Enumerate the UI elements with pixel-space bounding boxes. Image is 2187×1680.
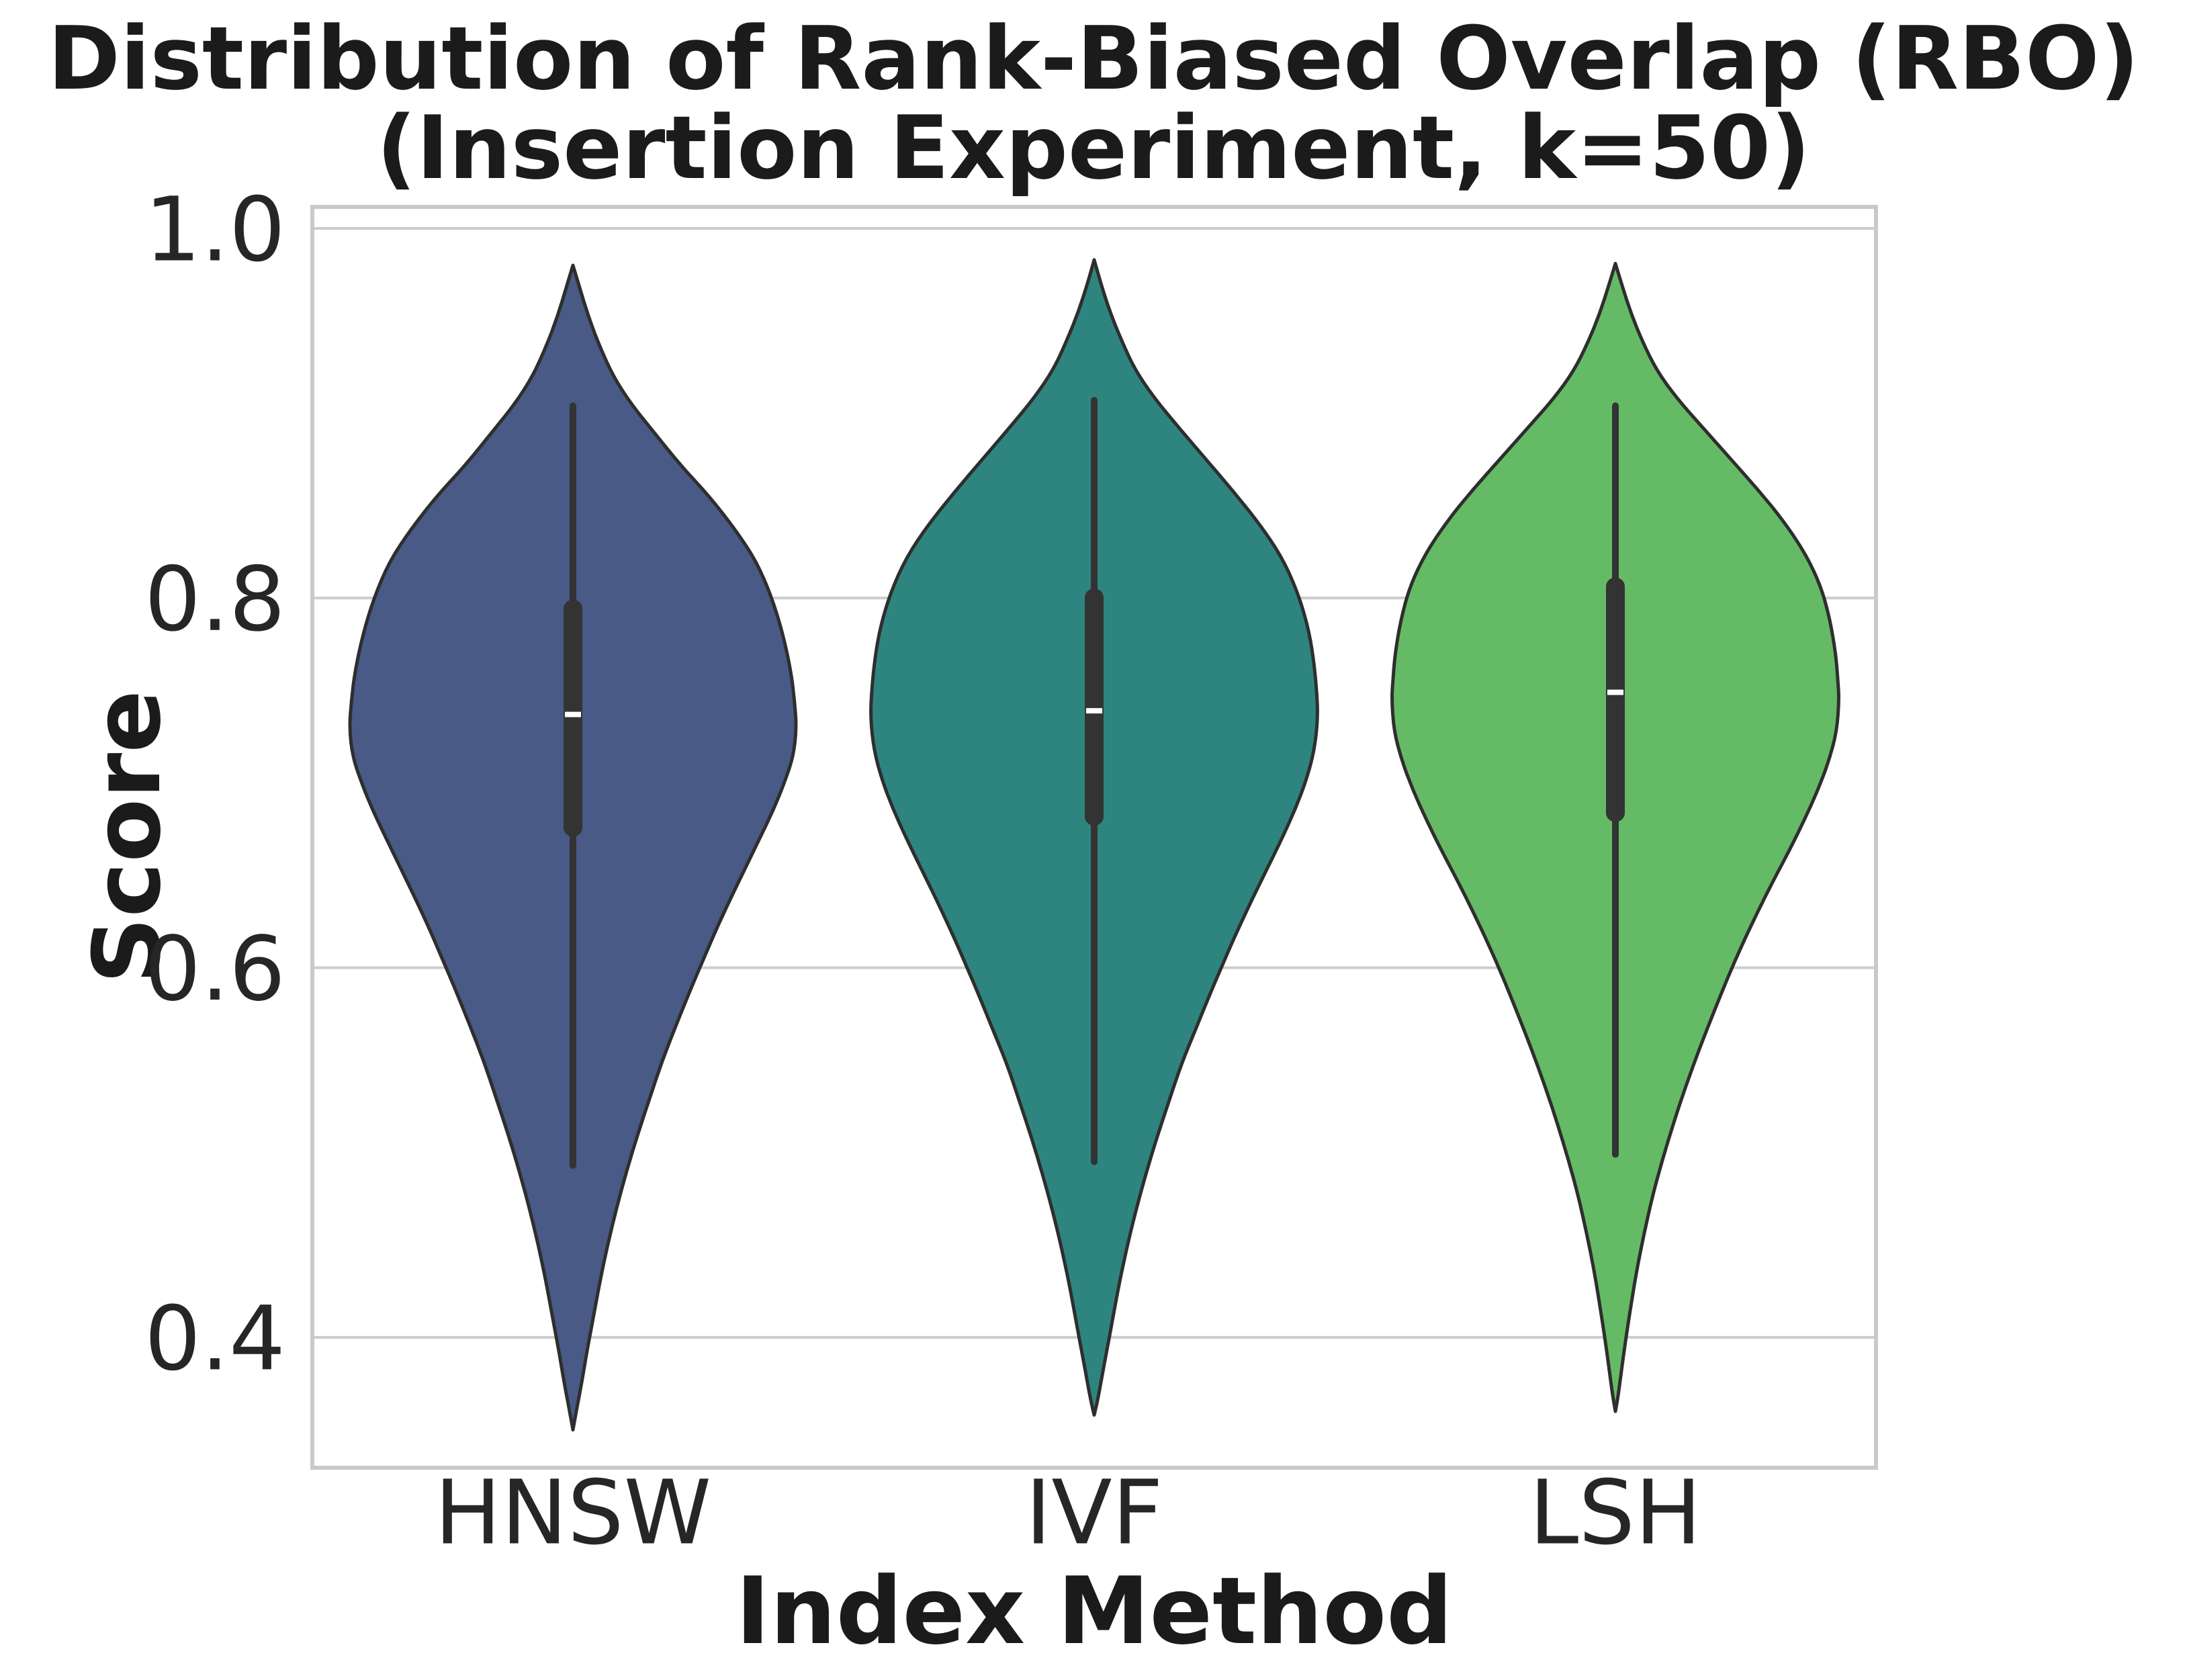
box-lsh <box>1606 578 1625 822</box>
y-tick-label-0.8: 0.8 <box>144 548 285 652</box>
y-tick-label-0.4: 0.4 <box>144 1287 285 1390</box>
y-tick-label-1.0: 1.0 <box>144 179 285 282</box>
x-tick-label-hnsw: HNSW <box>435 1462 711 1565</box>
chart-title-line-2: (Insertion Experiment, k=50) <box>376 97 1811 199</box>
plot-border <box>310 205 1878 1470</box>
chart-title-line-1: Distribution of Rank-Biased Overlap (RBO… <box>48 7 2139 109</box>
box-ivf <box>1085 588 1104 826</box>
y-tick-label-0.6: 0.6 <box>144 918 285 1021</box>
box-hnsw <box>564 600 582 837</box>
x-tick-label-ivf: IVF <box>1025 1462 1163 1565</box>
x-tick-label-lsh: LSH <box>1529 1462 1702 1565</box>
x-axis-label: Index Method <box>735 1557 1453 1665</box>
